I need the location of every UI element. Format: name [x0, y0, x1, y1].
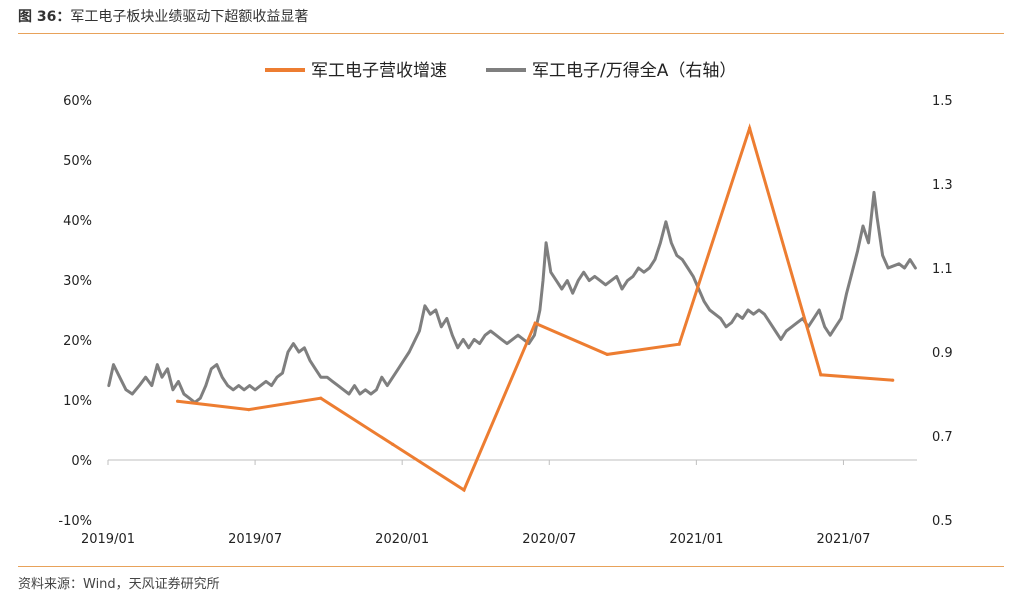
x-tick-label: 2020/01: [375, 532, 429, 547]
chart-axes: 2019/01 2019/07 2020/01 2020/07 2021/01 2021/…: [58, 94, 952, 547]
legend-label-ratio: 军工电子/万得全A（右轴）: [532, 61, 736, 81]
y-right-tick-label: 0.5: [932, 514, 953, 529]
header-rule: [18, 33, 1004, 34]
growth-point: [748, 126, 752, 130]
growth-point: [605, 352, 609, 356]
y-left-tick-label: 0%: [71, 454, 92, 469]
growth-point: [462, 488, 466, 492]
legend-label-growth: 军工电子营收增速: [311, 61, 447, 81]
x-tick-label: 2021/01: [669, 532, 723, 547]
y-right-tick-label: 0.9: [932, 346, 953, 361]
growth-point: [677, 342, 681, 346]
y-left-tick-label: -10%: [58, 514, 92, 529]
y-left-tick-label: 30%: [63, 274, 92, 289]
growth-point: [891, 378, 895, 382]
chart-legend: 军工电子营收增速 军工电子/万得全A（右轴）: [265, 61, 736, 81]
series-line-growth: [177, 123, 893, 493]
y-left-tick-label: 20%: [63, 334, 92, 349]
growth-point: [176, 399, 180, 403]
growth-point: [533, 321, 537, 325]
growth-point: [391, 442, 395, 446]
y-right-tick-label: 1.5: [932, 94, 953, 109]
y-left-tick-label: 40%: [63, 214, 92, 229]
growth-point: [819, 373, 823, 377]
y-right-tick-label: 1.3: [932, 178, 953, 193]
source-note: 资料来源：Wind，天风证券研究所: [18, 577, 220, 592]
figure-number: 图 36：: [18, 9, 71, 25]
y-right-tick-label: 1.1: [932, 262, 953, 277]
series-line-ratio: [107, 190, 917, 404]
y-left-tick-label: 60%: [63, 94, 92, 109]
x-tick-label: 2021/07: [816, 532, 870, 547]
x-tick-label: 2019/07: [228, 532, 282, 547]
figure-title-text: 军工电子板块业绩驱动下超额收益显著: [70, 9, 309, 25]
chart: 军工电子营收增速 军工电子/万得全A（右轴） 2019/01 2019/07 202…: [58, 61, 952, 547]
y-left-tick-label: 50%: [63, 154, 92, 169]
x-tick-label: 2020/07: [522, 532, 576, 547]
x-tick-label: 2019/01: [81, 532, 135, 547]
chart-plot-area: [107, 123, 917, 493]
growth-point: [319, 396, 323, 400]
footer-rule: [18, 566, 1004, 567]
growth-point: [247, 408, 251, 412]
y-left-tick-label: 10%: [63, 394, 92, 409]
y-right-tick-label: 0.7: [932, 430, 953, 445]
figure-title: 图 36：军工电子板块业绩驱动下超额收益显著: [18, 6, 308, 26]
